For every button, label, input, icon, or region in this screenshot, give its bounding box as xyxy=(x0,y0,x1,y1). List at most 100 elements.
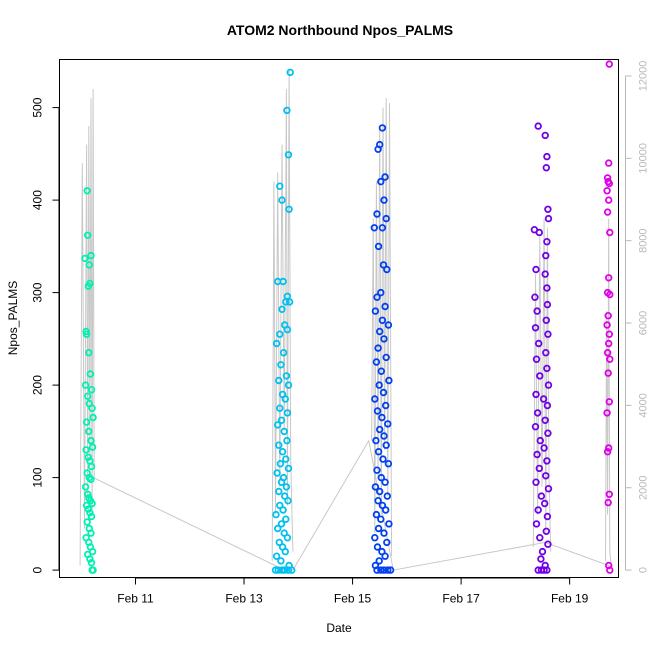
data-point xyxy=(284,566,293,574)
data-point xyxy=(88,443,97,451)
data-point xyxy=(288,566,296,574)
y-tick-label: 0 xyxy=(31,566,45,573)
data-point xyxy=(603,409,611,417)
data-point xyxy=(381,173,389,181)
data-point xyxy=(374,242,383,251)
data-point xyxy=(280,427,288,436)
data-point xyxy=(544,540,552,548)
data-point xyxy=(604,498,612,507)
data-point xyxy=(377,515,385,523)
data-point xyxy=(535,339,543,348)
data-point xyxy=(277,520,286,528)
data-point xyxy=(541,416,549,424)
data-point xyxy=(605,196,613,204)
data-point xyxy=(83,490,92,498)
data-point xyxy=(543,401,552,410)
data-point xyxy=(606,228,614,237)
data-point xyxy=(377,177,385,186)
gray-trace-leg2 xyxy=(271,70,294,561)
data-point xyxy=(283,436,291,445)
data-point xyxy=(541,131,549,140)
data-point xyxy=(536,436,544,445)
x-tick-label: Feb 17 xyxy=(442,592,480,606)
y2-axis: 0 2000 4000 6000 8000 10000 12000 xyxy=(625,61,649,573)
data-point xyxy=(285,298,294,306)
y-tick-label: 400 xyxy=(31,190,45,210)
data-point xyxy=(544,429,552,437)
gray-trace-leg3 xyxy=(371,98,393,557)
data-point xyxy=(382,441,390,449)
data-point xyxy=(532,265,540,274)
data-point xyxy=(531,324,540,332)
data-point xyxy=(82,418,91,426)
data-point xyxy=(372,510,381,519)
data-point xyxy=(284,381,293,389)
data-point xyxy=(536,372,544,380)
data-point xyxy=(374,145,382,153)
data-point xyxy=(85,261,93,269)
data-point xyxy=(538,547,547,556)
data-point xyxy=(384,566,392,574)
data-point xyxy=(276,182,284,190)
data-point xyxy=(374,524,383,533)
data-point xyxy=(603,321,611,329)
data-point xyxy=(378,501,387,510)
data-point xyxy=(372,436,380,445)
data-point xyxy=(373,466,381,474)
data-point xyxy=(382,353,390,362)
data-point xyxy=(378,316,387,324)
y2-tick-label: 6000 xyxy=(637,311,649,335)
data-point xyxy=(532,520,541,528)
data-point xyxy=(88,404,96,412)
y2-tick-label: 0 xyxy=(637,567,649,573)
data-point xyxy=(539,395,548,403)
data-point xyxy=(541,499,549,508)
y-tick-label: 200 xyxy=(31,375,45,395)
data-point xyxy=(84,505,92,513)
data-point xyxy=(379,388,388,397)
data-point xyxy=(87,251,95,260)
data-point xyxy=(84,453,92,461)
data-point xyxy=(278,448,287,456)
data-point xyxy=(272,510,280,519)
y-axis-label: Npos_PALMS xyxy=(6,281,20,355)
data-point xyxy=(384,420,392,428)
data-point xyxy=(373,293,381,301)
data-point xyxy=(282,515,290,523)
data-point xyxy=(380,566,388,574)
data-point xyxy=(81,483,90,491)
data-point xyxy=(376,327,384,336)
data-point xyxy=(89,566,97,574)
data-point xyxy=(605,179,613,188)
data-point xyxy=(285,205,293,213)
data-point xyxy=(540,566,548,574)
data-point xyxy=(386,566,395,574)
data-point xyxy=(83,392,92,400)
y-tick-label: 500 xyxy=(31,97,45,117)
data-point xyxy=(373,543,382,551)
data-point xyxy=(275,487,283,496)
data-point xyxy=(371,483,380,491)
data-point xyxy=(87,529,95,537)
data-point xyxy=(377,473,385,482)
data-point xyxy=(279,277,287,286)
data-point xyxy=(87,386,96,394)
data-point xyxy=(382,506,390,514)
data-point xyxy=(277,361,285,369)
data-point xyxy=(371,395,379,403)
data-point xyxy=(277,557,285,565)
data-point xyxy=(274,421,282,429)
data-point xyxy=(380,432,388,440)
data-point xyxy=(283,106,291,115)
data-point xyxy=(606,290,614,299)
data-point xyxy=(275,441,283,449)
data-point xyxy=(87,512,96,521)
chart-title: ATOM2 Northbound Npos_PALMS xyxy=(227,22,453,38)
data-point xyxy=(543,152,551,161)
data-point xyxy=(374,497,382,505)
data-point xyxy=(378,124,387,132)
data-point xyxy=(375,381,383,389)
data-point xyxy=(384,460,393,468)
data-point xyxy=(542,316,550,324)
data-point xyxy=(377,566,385,574)
